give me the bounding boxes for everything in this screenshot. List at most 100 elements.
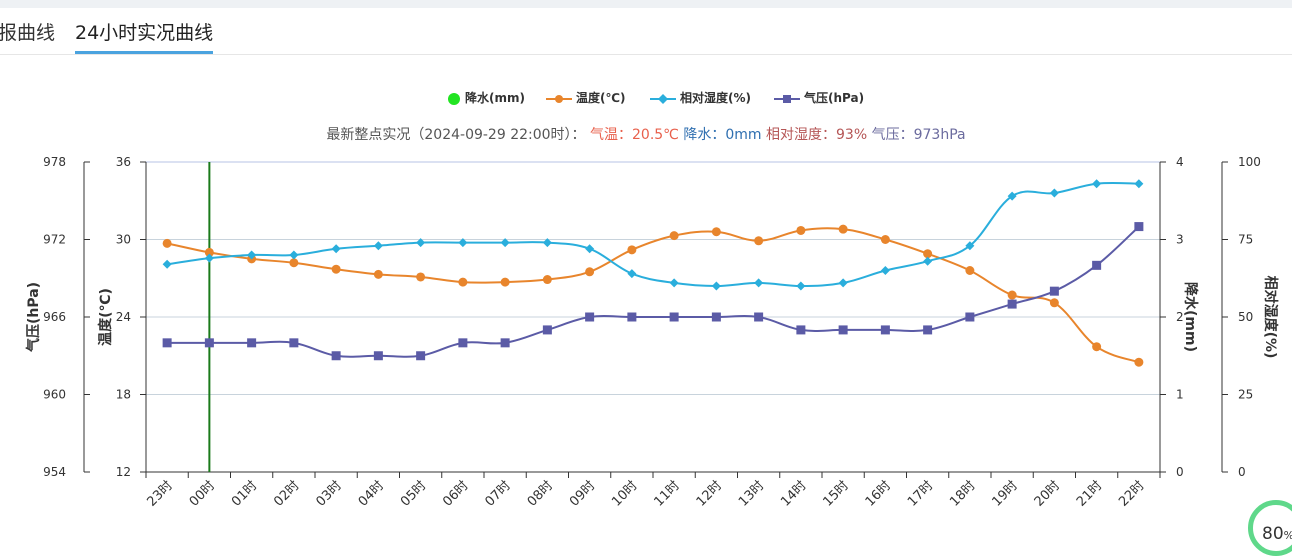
- subtitle-prefix: 最新整点实况（2024-09-29 22:00时）：: [326, 127, 586, 143]
- pressure-data-point: [923, 325, 933, 335]
- tab-forecast-curve[interactable]: 报曲线: [0, 22, 56, 44]
- rain-tick-label: 2: [1176, 310, 1184, 324]
- pressure-tick-label: 960: [43, 388, 66, 402]
- temperature-data-point: [965, 266, 975, 275]
- pressure-tick-label: 978: [43, 155, 66, 169]
- humidity-tick-label: 100: [1238, 155, 1261, 169]
- x-tick-label: 17时: [905, 478, 936, 509]
- temperature-data-point: [500, 277, 510, 287]
- rain-axis-title: 降水(mm): [1182, 282, 1199, 352]
- pressure-data-point: [542, 325, 552, 335]
- legend-pressure-marker: [774, 94, 800, 103]
- subtitle-humidity: 相对湿度：93%: [766, 127, 868, 143]
- legend-humidity-label: 相对湿度(%): [680, 91, 751, 105]
- pressure-axis-title: 气压(hPa): [25, 282, 42, 353]
- pressure-data-point: [880, 325, 890, 335]
- rain-tick-label: 3: [1176, 233, 1184, 247]
- tab-24h-live-curve[interactable]: 24小时实况曲线: [75, 18, 214, 54]
- temperature-data-point: [458, 277, 468, 287]
- temperature-data-point: [754, 236, 764, 246]
- x-tick-label: 09时: [567, 478, 598, 509]
- legend-temperature-label: 温度(℃): [576, 91, 626, 105]
- active-tab-underline: [75, 51, 214, 54]
- temperature-data-point: [162, 238, 172, 248]
- temperature-data-point: [585, 267, 595, 277]
- legend-item-rain[interactable]: 降水(mm): [447, 88, 525, 108]
- pressure-data-point: [1092, 260, 1102, 270]
- progress-badge-number: 80: [1262, 524, 1284, 544]
- humidity-tick-label: 50: [1238, 310, 1253, 324]
- humidity-data-point: [458, 238, 468, 248]
- pressure-data-point: [754, 312, 764, 322]
- chart-legend: 降水(mm) 温度(℃) 相对湿度(%) 气压(hPa): [0, 88, 1292, 108]
- pressure-data-point: [247, 338, 257, 348]
- x-tick-label: 00时: [187, 478, 218, 509]
- x-tick-label: 01时: [229, 478, 260, 509]
- humidity-data-point: [331, 244, 341, 254]
- x-tick-label: 05时: [398, 478, 429, 509]
- legend-item-humidity[interactable]: 相对湿度(%): [650, 88, 751, 108]
- pressure-data-point: [331, 351, 341, 361]
- pressure-series-line: [167, 225, 1140, 358]
- pressure-data-point: [1007, 299, 1017, 309]
- humidity-data-point: [627, 269, 637, 279]
- pressure-data-point: [838, 325, 848, 335]
- humidity-axis-title: 相对湿度(%): [1262, 276, 1279, 359]
- temperature-series-line: [166, 227, 1140, 364]
- humidity-series-line: [166, 181, 1139, 288]
- legend-item-temperature[interactable]: 温度(℃): [546, 88, 626, 108]
- humidity-tick-label: 0: [1238, 465, 1246, 479]
- progress-badge-unit: %: [1284, 529, 1292, 542]
- legend-rain-marker: [448, 92, 460, 105]
- humidity-data-point: [1007, 191, 1017, 201]
- pressure-data-point: [458, 338, 468, 348]
- humidity-data-point: [669, 278, 679, 288]
- x-tick-label: 15时: [820, 478, 851, 509]
- x-tick-label: 23时: [144, 478, 175, 509]
- legend-temperature-marker: [546, 94, 572, 103]
- pressure-tick-label: 954: [43, 465, 66, 479]
- humidity-data-point: [796, 281, 806, 291]
- humidity-data-point: [711, 281, 721, 291]
- x-tick-label: 07时: [482, 478, 513, 509]
- humidity-tick-label: 75: [1238, 233, 1253, 247]
- x-tick-label: 18时: [947, 478, 978, 509]
- temperature-data-point: [838, 224, 848, 234]
- x-tick-label: 04时: [356, 478, 387, 509]
- humidity-data-point: [1134, 179, 1144, 189]
- temperature-data-point: [669, 231, 679, 241]
- chart-subtitle: 最新整点实况（2024-09-29 22:00时）： 气温：20.5℃ 降水：0…: [0, 124, 1292, 144]
- humidity-data-point: [373, 241, 383, 251]
- humidity-data-point: [1049, 188, 1059, 198]
- x-tick-label: 14时: [778, 478, 809, 509]
- pressure-data-point: [416, 351, 426, 361]
- temperature-axis-title: 温度(℃): [97, 288, 114, 346]
- temperature-data-point: [923, 249, 933, 259]
- pressure-tick-label: 972: [43, 233, 66, 247]
- humidity-data-point: [1092, 179, 1102, 189]
- x-tick-label: 13时: [736, 478, 767, 509]
- pressure-data-point: [711, 312, 721, 322]
- subtitle-temp: 气温：20.5℃: [590, 127, 679, 143]
- temperature-data-point: [796, 225, 806, 235]
- temperature-data-point: [542, 275, 552, 285]
- legend-pressure-label: 气压(hPa): [804, 91, 865, 105]
- humidity-data-point: [880, 266, 890, 275]
- legend-humidity-marker: [650, 93, 676, 104]
- subtitle-rain: 降水：0mm: [683, 127, 762, 143]
- pressure-data-point: [585, 312, 595, 322]
- legend-rain-label: 降水(mm): [465, 91, 525, 105]
- pressure-data-point: [289, 338, 299, 348]
- temperature-data-point: [627, 245, 637, 255]
- pressure-data-point: [1049, 286, 1059, 296]
- temperature-tick-label: 24: [116, 310, 131, 324]
- humidity-tick-label: 25: [1238, 388, 1253, 402]
- legend-item-pressure[interactable]: 气压(hPa): [774, 88, 864, 108]
- humidity-data-point: [754, 278, 764, 288]
- humidity-data-point: [965, 241, 975, 251]
- x-tick-label: 12时: [694, 478, 725, 509]
- humidity-data-point: [204, 253, 214, 263]
- temperature-data-point: [1007, 290, 1017, 300]
- humidity-data-point: [838, 278, 848, 288]
